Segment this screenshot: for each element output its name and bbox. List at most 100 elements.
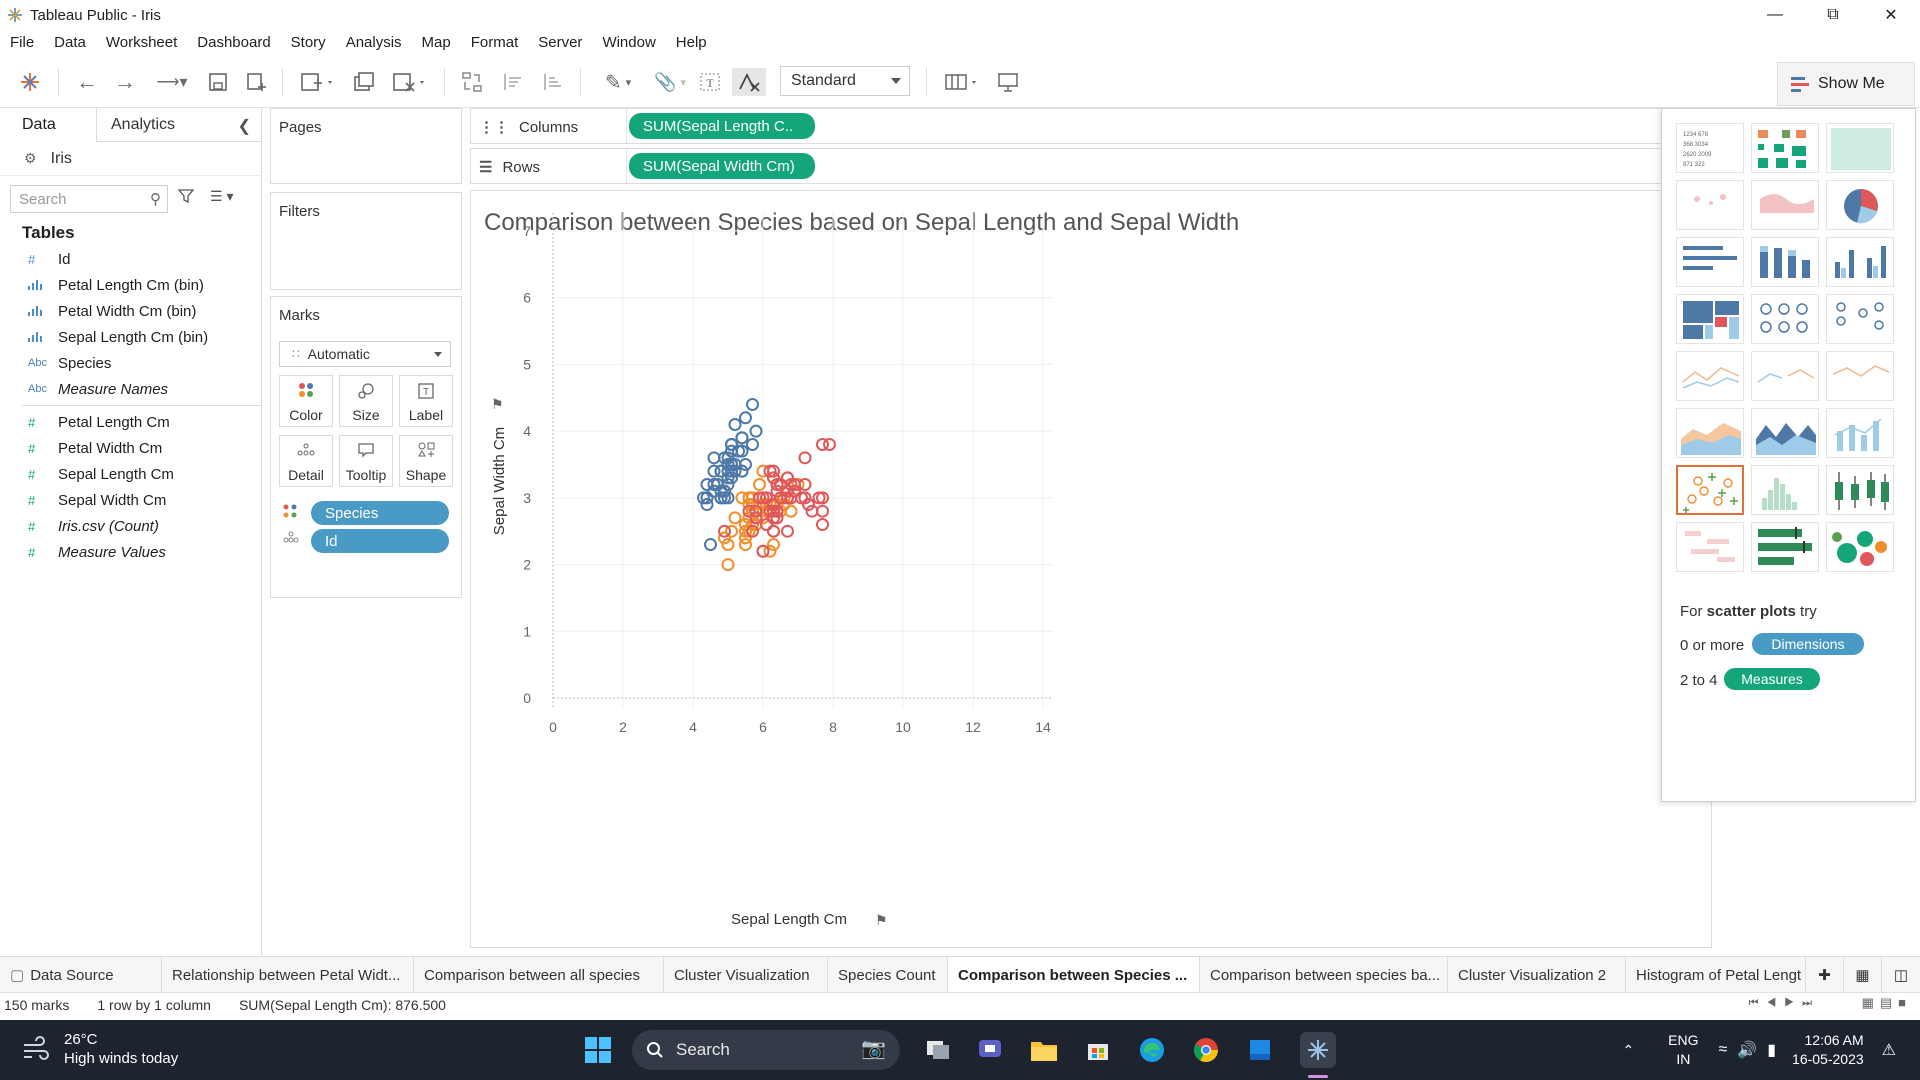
tab-analytics[interactable]: Analytics — [111, 116, 176, 133]
close-button[interactable]: ✕ — [1884, 7, 1898, 24]
volume-icon[interactable]: 🔊 — [1737, 1042, 1758, 1059]
field-item[interactable]: # Measure Values — [0, 539, 261, 565]
clear-sheet-icon[interactable] — [388, 68, 432, 96]
taskbar-search[interactable]: Search 📷 — [632, 1030, 900, 1070]
packed-bubbles-thumbnail-icon[interactable] — [1826, 522, 1894, 572]
mark-type-select[interactable]: ∷ Automatic — [279, 341, 451, 367]
sheet-tab[interactable]: Relationship between Petal Widt... — [162, 957, 414, 993]
tab-data[interactable]: Data — [0, 108, 97, 142]
new-story-tab-icon[interactable]: ◫ — [1893, 967, 1909, 984]
menu-map[interactable]: Map — [421, 33, 451, 51]
wifi-icon[interactable]: ≈ — [1718, 1041, 1728, 1058]
pages-card[interactable]: Pages — [270, 108, 462, 184]
chrome-browser-icon[interactable] — [1188, 1032, 1224, 1068]
collapse-pane-icon[interactable]: ❮ — [237, 118, 251, 135]
field-item[interactable]: # Sepal Length Cm — [0, 461, 261, 487]
show-hidden-icons-chevron-icon[interactable]: ⌃ — [1622, 1041, 1635, 1058]
continuous-lines-thumbnail-icon[interactable] — [1676, 351, 1744, 401]
teams-chat-icon[interactable] — [972, 1032, 1008, 1068]
tooltip-button[interactable]: Tooltip — [339, 435, 393, 487]
field-item[interactable]: # Petal Width Cm — [0, 435, 261, 461]
area-continuous-thumbnail-icon[interactable] — [1676, 408, 1744, 458]
columns-pill[interactable]: SUM(Sepal Length C.. — [629, 113, 815, 139]
menu-server[interactable]: Server — [538, 33, 583, 51]
presentation-mode-icon[interactable] — [994, 68, 1022, 96]
menu-worksheet[interactable]: Worksheet — [105, 33, 178, 51]
field-item[interactable]: # Iris.csv (Count) — [0, 513, 261, 539]
discrete-lines-thumbnail-icon[interactable] — [1751, 351, 1819, 401]
search-input[interactable]: Search ⚲ — [10, 185, 168, 213]
notification-bell-icon[interactable]: ⚠ — [1881, 1042, 1896, 1059]
histogram-thumbnail-icon[interactable] — [1751, 465, 1819, 515]
filters-card[interactable]: Filters — [270, 192, 462, 290]
back-arrow-icon[interactable]: ← — [76, 69, 98, 94]
shape-button[interactable]: Shape — [399, 435, 453, 487]
menu-window[interactable]: Window — [602, 33, 656, 51]
weather-widget[interactable]: 26°C High winds today — [22, 1030, 178, 1068]
rows-shelf[interactable]: ☰ Rows SUM(Sepal Width Cm) — [470, 148, 1712, 184]
field-item[interactable]: # Id — [0, 246, 261, 272]
circle-views-thumbnail-icon[interactable] — [1751, 294, 1819, 344]
file-explorer-icon[interactable] — [1026, 1032, 1062, 1068]
field-item[interactable]: Petal Width Cm (bin) — [0, 298, 261, 324]
fix-axes-icon[interactable] — [732, 68, 766, 96]
bullet-graph-thumbnail-icon[interactable] — [1751, 522, 1819, 572]
sheet-tab[interactable]: Cluster Visualization — [664, 957, 828, 993]
show-cards-icon[interactable] — [942, 68, 986, 96]
rows-pill[interactable]: SUM(Sepal Width Cm) — [629, 153, 815, 179]
task-view-icon[interactable] — [920, 1032, 956, 1068]
filled-map-thumbnail-icon[interactable] — [1751, 180, 1819, 230]
field-item[interactable]: Abc Measure Names — [0, 376, 261, 402]
menu-data[interactable]: Data — [54, 33, 86, 51]
stacked-bars-thumbnail-icon[interactable] — [1751, 237, 1819, 287]
new-dashboard-tab-icon[interactable]: ▦ — [1844, 957, 1882, 993]
menu-help[interactable]: Help — [675, 33, 707, 51]
sheet-tab[interactable]: Comparison between species ba... — [1200, 957, 1448, 993]
text-table-thumbnail-icon[interactable]: 1234 678 368 3034 2620 2009 871 322 — [1676, 123, 1744, 173]
species-color-pill[interactable]: Species — [311, 501, 449, 525]
menu-dashboard[interactable]: Dashboard — [197, 33, 271, 51]
menu-file[interactable]: File — [10, 33, 35, 51]
detail-button[interactable]: Detail — [279, 435, 333, 487]
horizontal-bars-thumbnail-icon[interactable] — [1676, 237, 1744, 287]
sort-descending-icon[interactable] — [538, 68, 566, 96]
gantt-chart-thumbnail-icon[interactable] — [1676, 522, 1744, 572]
box-and-whisker-thumbnail-icon[interactable] — [1826, 465, 1894, 515]
highlight-pen-icon[interactable]: ✎ ▾ — [604, 71, 632, 94]
new-worksheet-tab-icon[interactable]: ✚ — [1806, 957, 1844, 993]
group-members-icon[interactable]: 📎 ▾ — [654, 71, 686, 92]
menu-story[interactable]: Story — [290, 33, 326, 51]
tab-data-source[interactable]: ▢ Data Source — [0, 957, 162, 993]
new-worksheet-icon[interactable] — [296, 68, 340, 96]
language-indicator[interactable]: ENG IN — [1668, 1032, 1699, 1067]
side-by-side-bars-thumbnail-icon[interactable] — [1826, 237, 1894, 287]
sort-ascending-icon[interactable] — [498, 68, 526, 96]
side-by-side-circles-thumbnail-icon[interactable] — [1826, 294, 1894, 344]
word-app-icon[interactable] — [1242, 1032, 1278, 1068]
tableau-taskbar-icon[interactable] — [1300, 1032, 1336, 1068]
scatter-plot-thumbnail-icon[interactable] — [1676, 465, 1744, 515]
sheet-tab[interactable]: Comparison between all species — [414, 957, 664, 993]
menu-format[interactable]: Format — [470, 33, 519, 51]
label-button[interactable]: T Label — [399, 375, 453, 427]
id-detail-pill[interactable]: Id — [311, 529, 449, 553]
clock[interactable]: 12:06 AM 16-05-2023 — [1792, 1031, 1864, 1069]
sheet-tab-active[interactable]: Comparison between Species ... — [948, 957, 1200, 993]
new-datasource-icon[interactable] — [242, 68, 270, 96]
field-item[interactable]: # Sepal Width Cm — [0, 487, 261, 513]
field-item[interactable]: Petal Length Cm (bin) — [0, 272, 261, 298]
edge-browser-icon[interactable] — [1134, 1032, 1170, 1068]
menu-analysis[interactable]: Analysis — [345, 33, 402, 51]
restore-button[interactable]: ⧉ — [1827, 6, 1839, 23]
redirect-dropdown-icon[interactable]: ⟶▾ — [156, 74, 188, 91]
tableau-home-icon[interactable] — [16, 68, 44, 96]
swap-rows-columns-icon[interactable] — [458, 68, 486, 96]
dual-combination-thumbnail-icon[interactable] — [1826, 408, 1894, 458]
view-options-icon[interactable]: ☰ ▾ — [210, 188, 234, 204]
battery-icon[interactable]: ▮ — [1767, 1042, 1777, 1059]
pie-chart-thumbnail-icon[interactable] — [1826, 180, 1894, 230]
size-button[interactable]: Size — [339, 375, 393, 427]
field-item[interactable]: Abc Species — [0, 350, 261, 376]
windows-start-icon[interactable] — [580, 1032, 616, 1068]
